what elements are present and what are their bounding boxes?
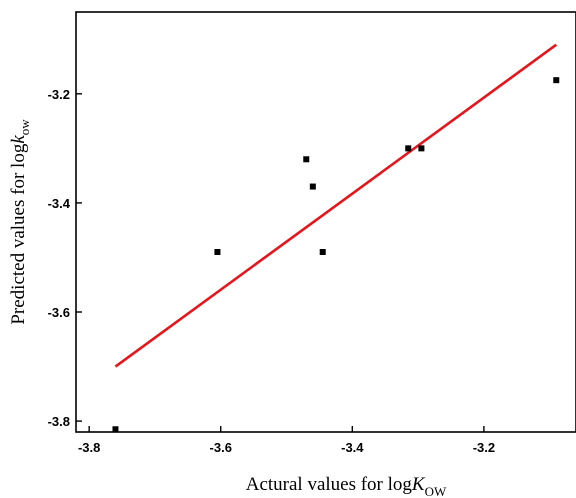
x-axis-title: Actural values for logKOW — [246, 474, 447, 498]
x-tick-label: -3.6 — [210, 440, 232, 455]
data-point — [303, 156, 310, 163]
fit-line-layer — [114, 43, 558, 368]
data-point — [309, 183, 316, 190]
data-point — [553, 77, 560, 84]
data-points — [112, 77, 560, 433]
data-point — [319, 249, 326, 255]
data-point — [214, 249, 221, 255]
data-point — [418, 145, 425, 152]
y-tick-label: -3.4 — [48, 196, 71, 211]
y-tick-label: -3.2 — [48, 87, 70, 102]
x-tick-label: -3.8 — [78, 440, 100, 455]
plot-frame — [75, 11, 576, 433]
x-axis-ticks: -3.8 -3.6 -3.4 -3.2 — [78, 426, 495, 455]
data-point — [405, 145, 412, 152]
x-tick-label: -3.4 — [341, 440, 364, 455]
y-axis-ticks: -3.8 -3.6 -3.4 -3.2 — [48, 87, 82, 429]
y-tick-label: -3.6 — [48, 305, 70, 320]
y-axis-title: Predicted values for logkow — [8, 119, 32, 325]
fit-line — [114, 43, 558, 368]
y-tick-label: -3.8 — [48, 414, 70, 429]
data-point — [112, 426, 119, 433]
x-tick-label: -3.2 — [473, 440, 495, 455]
